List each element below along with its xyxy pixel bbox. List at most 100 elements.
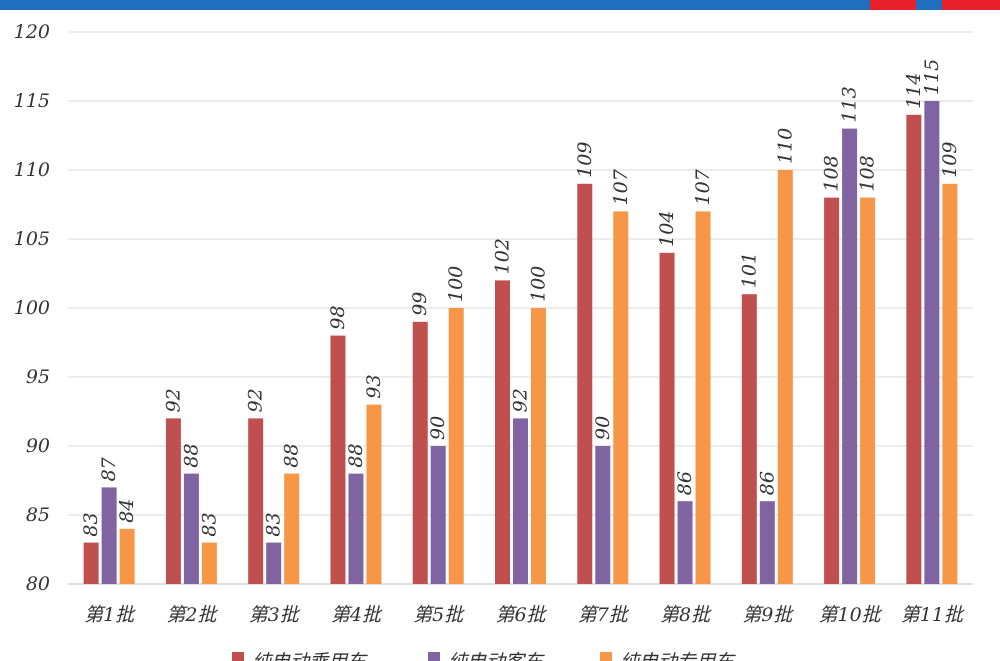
data-label: 92: [510, 388, 532, 412]
data-label: 88: [345, 443, 367, 467]
x-axis-categories: 第1批 第2批 第3批 第4批 第5批 第6批 第7批 第8批 第9批 第10批 第11批: [84, 604, 965, 626]
bar-3-1: [119, 528, 135, 584]
data-label: 83: [80, 512, 102, 536]
data-label: 92: [245, 388, 267, 412]
bar-3-5: [448, 308, 464, 584]
bar-1-6: [495, 280, 510, 584]
y-tick-label: 115: [14, 90, 50, 112]
x-category-label: 第7批: [578, 604, 630, 626]
x-category-label: 第10批: [818, 604, 882, 626]
y-tick-label: 85: [26, 504, 50, 526]
bar-2-7: [595, 446, 611, 584]
data-label: 104: [656, 211, 678, 247]
legend-swatch: [428, 652, 440, 661]
data-label: 83: [198, 512, 220, 536]
bar-2-2: [183, 473, 199, 584]
data-label: 83: [263, 512, 285, 536]
bar-1-5: [412, 321, 428, 584]
x-category-label: 第5批: [413, 604, 465, 626]
data-label: 115: [921, 59, 943, 95]
bar-3-11: [942, 183, 958, 585]
x-category-label: 第1批: [84, 604, 136, 626]
bar-2-6: [513, 418, 528, 584]
bar-2-10: [842, 128, 858, 584]
data-label: 86: [674, 471, 696, 495]
x-category-label: 第8批: [660, 604, 712, 626]
bar-3-4: [366, 404, 382, 584]
bar-3-8: [695, 211, 711, 584]
data-label: 110: [774, 128, 796, 164]
bar-1-10: [824, 197, 840, 584]
data-label: 108: [821, 155, 843, 191]
y-tick-label: 90: [26, 435, 50, 457]
bar-3-10: [860, 197, 876, 584]
y-tick-label: 110: [14, 159, 50, 181]
legend-label: 纯电动专用车: [620, 651, 736, 661]
data-labels: 83 87 84 92 88 83 92 83 88 98 88 93 99 90 100 102 92 100 1…: [80, 59, 961, 537]
data-label: 114: [903, 73, 925, 109]
bar-3-9: [777, 170, 793, 584]
bar-2-11: [924, 101, 940, 584]
data-label: 107: [610, 168, 632, 205]
data-label: 87: [98, 456, 120, 481]
data-label: 109: [574, 142, 596, 178]
x-category-label: 第3批: [249, 604, 301, 626]
data-label: 109: [939, 142, 961, 178]
bar-2-3: [266, 542, 282, 584]
bar-2-1: [101, 487, 117, 584]
y-tick-label: 100: [14, 297, 50, 319]
bar-1-7: [577, 183, 593, 585]
bar-1-3: [248, 418, 264, 584]
bar-1-11: [906, 114, 922, 585]
data-label: 90: [592, 416, 614, 440]
x-category-label: 第2批: [166, 604, 218, 626]
bar-2-9: [759, 501, 775, 584]
bar-3-6: [531, 308, 546, 584]
bar-1-9: [741, 294, 757, 584]
bar-3-3: [284, 473, 300, 584]
legend-label: 纯电动乘用车: [252, 651, 368, 661]
bar-2-5: [430, 446, 446, 584]
bar-1-4: [330, 335, 346, 584]
data-label: 107: [692, 168, 714, 205]
data-label: 88: [180, 443, 202, 467]
legend-swatch: [600, 652, 612, 661]
data-label: 108: [857, 155, 879, 191]
data-label: 92: [162, 388, 184, 412]
data-label: 113: [839, 86, 861, 122]
data-label: 100: [445, 266, 467, 302]
y-tick-label: 120: [14, 21, 50, 43]
bar-3-2: [201, 542, 217, 584]
banner-accent-left: [870, 0, 916, 10]
bar-1-1: [83, 542, 99, 584]
data-label: 102: [492, 238, 514, 274]
x-category-label: 第11批: [901, 604, 965, 626]
data-label: 90: [427, 416, 449, 440]
bar-2-4: [348, 473, 364, 584]
bar-2-8: [677, 501, 693, 584]
y-tick-label: 80: [26, 573, 50, 595]
legend-swatch: [232, 652, 244, 661]
gridlines: [68, 31, 973, 585]
y-axis-ticks: 80 85 90 95 100 105 110 115 120: [14, 21, 50, 595]
bars: [83, 101, 958, 585]
data-label: 93: [363, 374, 385, 398]
data-label: 84: [116, 499, 138, 523]
bar-1-2: [165, 418, 181, 584]
y-tick-label: 105: [14, 228, 50, 250]
x-category-label: 第9批: [742, 604, 794, 626]
x-category-label: 第4批: [331, 604, 383, 626]
legend-label: 纯电动客车: [448, 651, 545, 661]
data-label: 100: [528, 266, 550, 302]
bar-1-8: [659, 252, 675, 585]
data-label: 99: [409, 292, 431, 316]
banner-accent-right: [942, 0, 1000, 10]
bar-3-7: [613, 211, 629, 584]
top-banner: [0, 0, 1000, 10]
x-category-label: 第6批: [495, 604, 547, 626]
data-label: 101: [738, 252, 760, 288]
y-tick-label: 95: [26, 366, 50, 388]
legend: 纯电动乘用车 纯电动客车 纯电动专用车: [232, 651, 736, 661]
data-label: 88: [281, 443, 303, 467]
